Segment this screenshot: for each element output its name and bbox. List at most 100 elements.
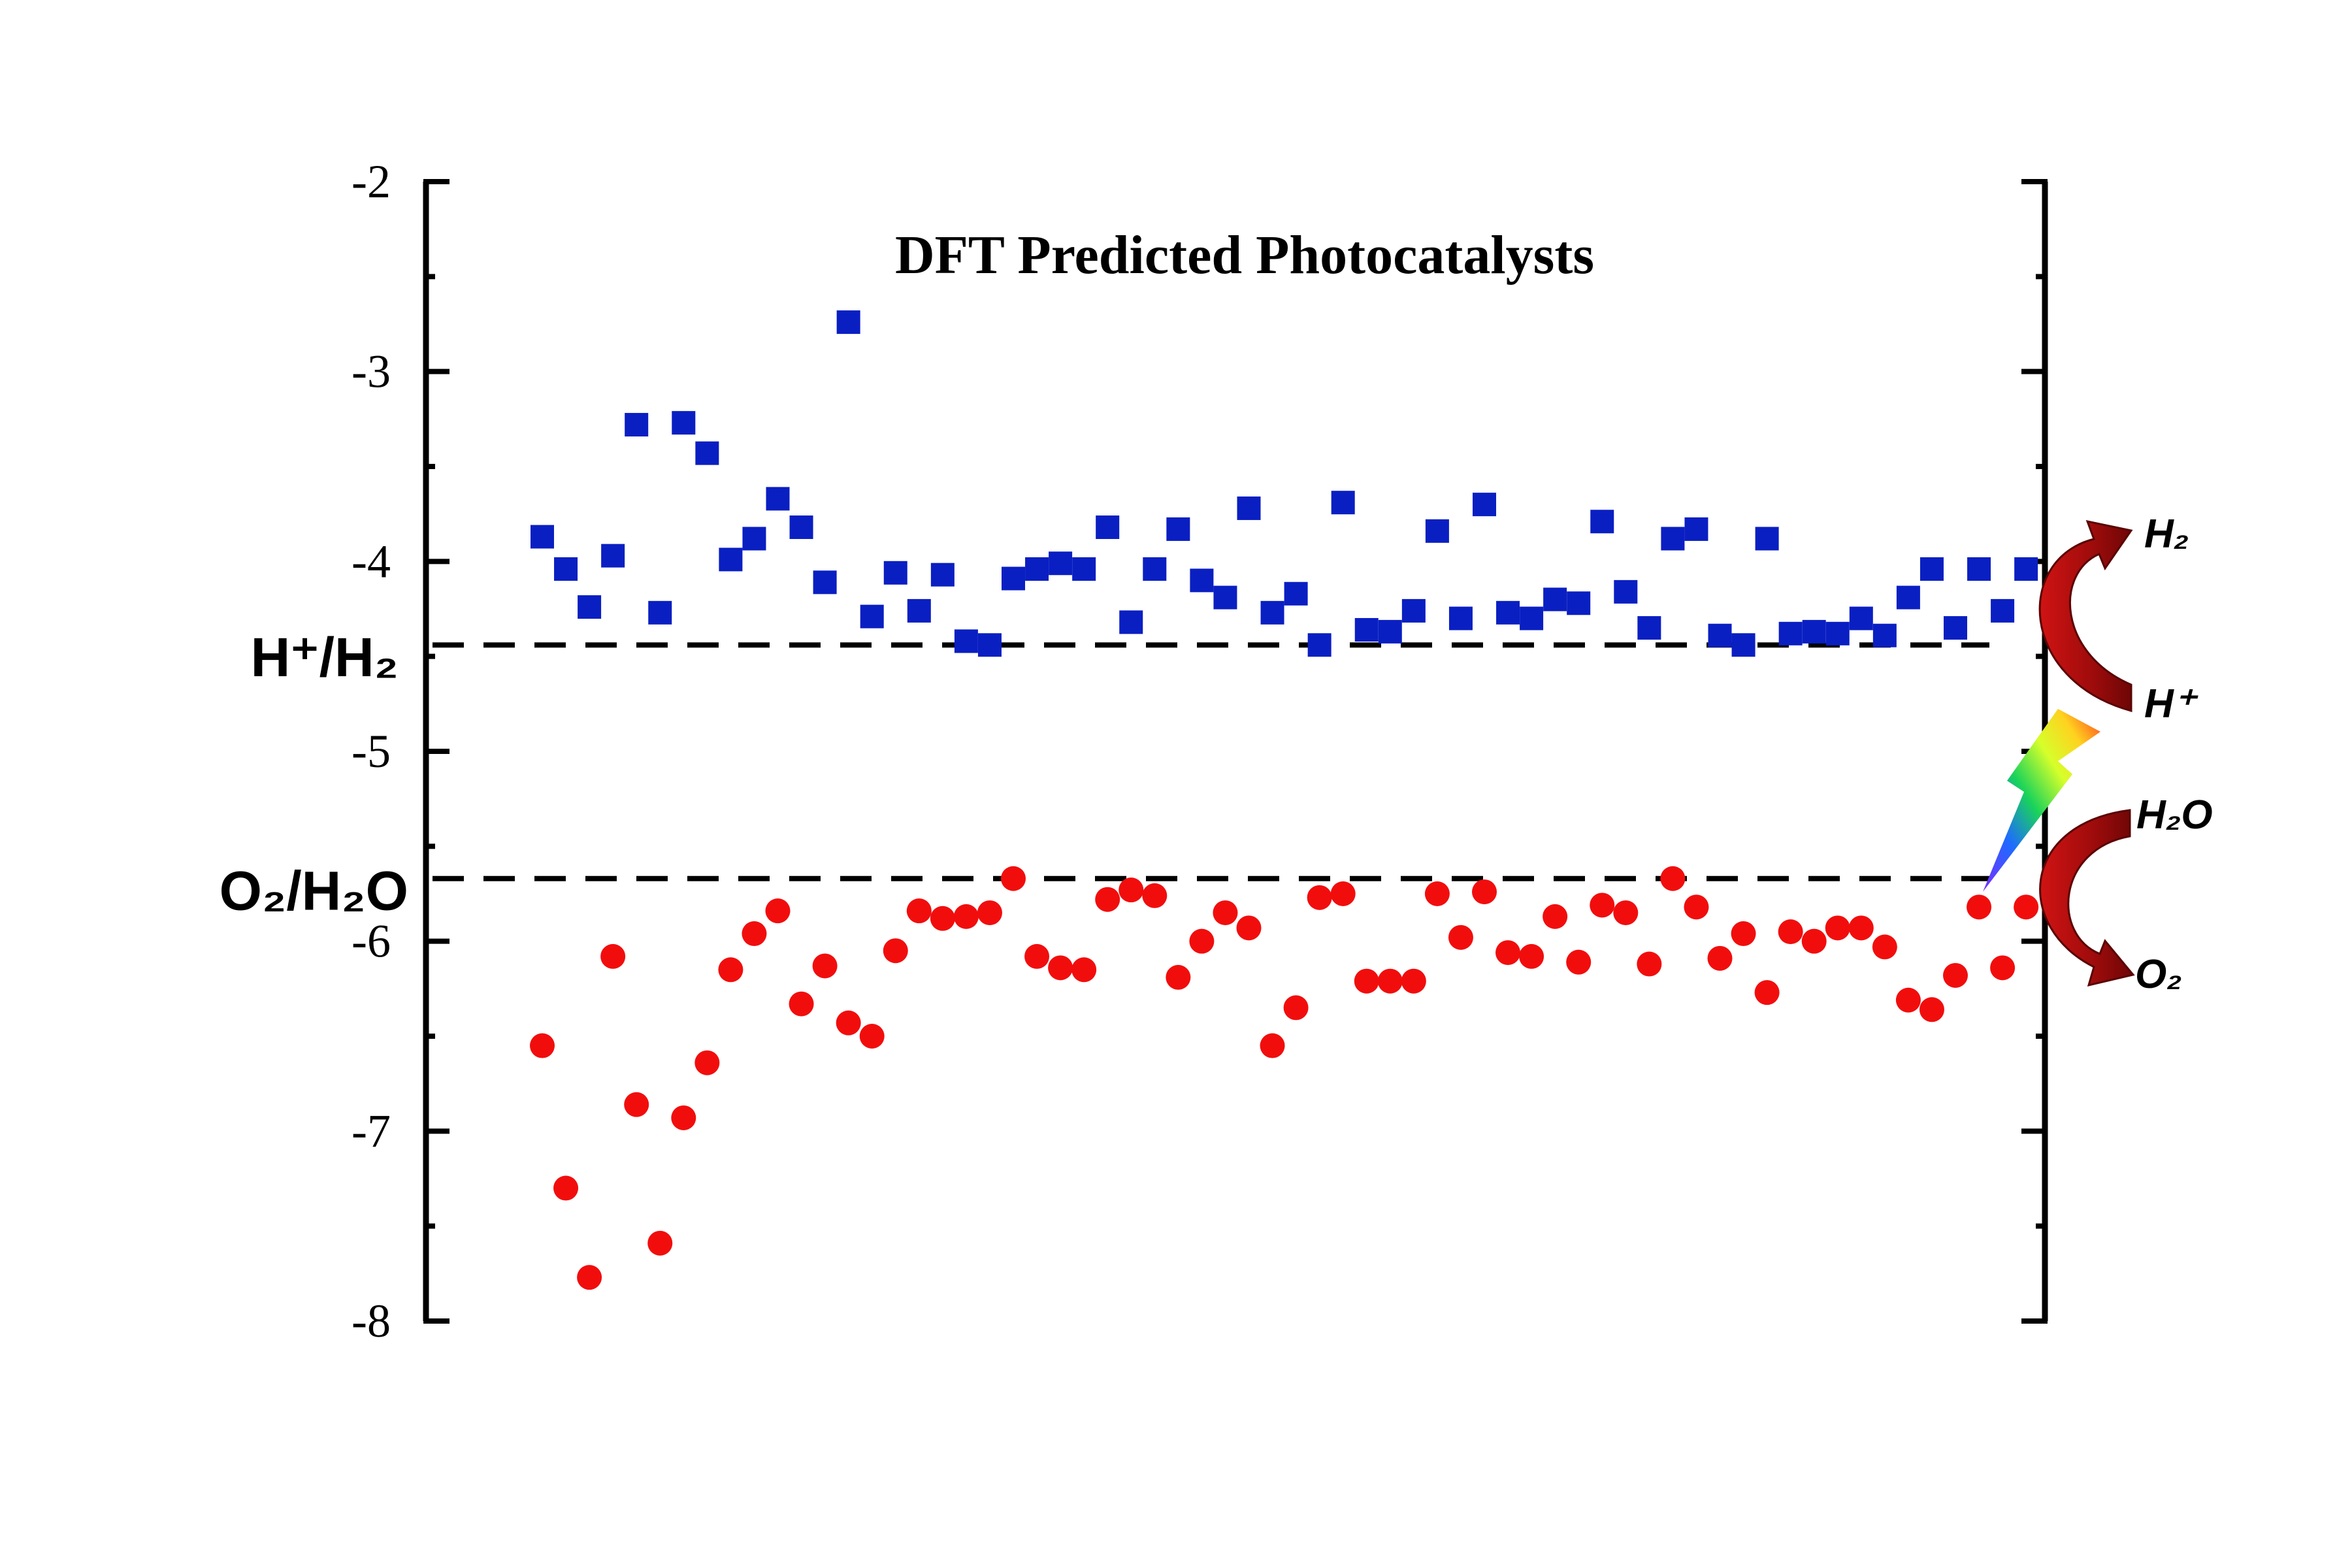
data-point-square xyxy=(954,629,978,653)
o2-evolution-arrow xyxy=(2039,809,2135,987)
data-point-square xyxy=(531,525,554,549)
data-point-circle xyxy=(953,904,979,929)
data-point-square xyxy=(1661,527,1685,551)
data-point-circle xyxy=(977,900,1002,926)
data-point-circle xyxy=(1377,968,1403,994)
data-point-circle xyxy=(1590,892,1615,918)
data-point-circle xyxy=(1990,955,2016,981)
data-point-circle xyxy=(1213,900,1238,926)
data-point-square xyxy=(719,547,743,572)
data-point-circle xyxy=(1307,885,1332,910)
data-point-square xyxy=(1284,581,1308,606)
data-point-circle xyxy=(1260,1033,1285,1058)
h-plus-h2-label: H⁺/H₂ xyxy=(251,627,399,688)
data-point-circle xyxy=(1448,924,1473,950)
data-point-circle xyxy=(1401,968,1426,994)
data-point-square xyxy=(1802,619,1826,644)
data-point-square xyxy=(1049,551,1073,576)
y-tick-label: -2 xyxy=(351,155,391,208)
data-point-square xyxy=(1849,606,1873,630)
data-point-circle xyxy=(1872,934,1897,960)
data-point-circle xyxy=(1707,945,1733,971)
o2-product-label: O₂ xyxy=(2135,952,2182,997)
data-point-square xyxy=(1825,621,1850,645)
left-axis-tick-labels: -2 -3 -4 -5 -6 -7 -8 xyxy=(351,155,391,1347)
data-point-circle xyxy=(577,1265,602,1290)
data-point-circle xyxy=(2014,894,2039,920)
data-point-circle xyxy=(1943,962,1968,988)
data-point-square xyxy=(1331,491,1355,515)
data-point-square xyxy=(1637,616,1661,640)
data-point-circle xyxy=(1637,951,1662,977)
data-point-square xyxy=(1872,623,1897,647)
data-point-circle xyxy=(600,943,626,969)
data-point-square xyxy=(1378,619,1402,644)
data-point-square xyxy=(1567,591,1591,615)
data-point-circle xyxy=(1825,915,1850,941)
data-point-square xyxy=(883,561,907,585)
y-tick-label: -3 xyxy=(351,346,391,398)
data-point-square xyxy=(1354,617,1379,642)
data-point-circle xyxy=(1684,894,1709,920)
data-point-square xyxy=(1755,527,1779,551)
data-point-circle xyxy=(1472,879,1497,905)
data-point-square xyxy=(1543,587,1567,612)
data-point-circle xyxy=(647,1230,673,1256)
data-point-circle xyxy=(765,898,791,924)
data-point-circle xyxy=(836,1010,861,1036)
data-point-circle xyxy=(1330,881,1356,906)
data-point-circle xyxy=(1189,928,1215,954)
data-point-square xyxy=(1590,510,1614,534)
h-plus-reactant-label: H⁺ xyxy=(2144,681,2198,727)
data-point-circle xyxy=(1001,866,1026,891)
data-point-circle xyxy=(1166,964,1191,990)
data-point-square xyxy=(1025,557,1049,581)
data-point-circle xyxy=(1048,955,1073,981)
data-point-square xyxy=(1002,566,1025,591)
data-point-square xyxy=(1944,616,1967,640)
data-point-square xyxy=(836,310,860,335)
data-point-circle xyxy=(1119,877,1144,903)
data-point-square xyxy=(672,411,696,435)
data-point-circle xyxy=(1236,915,1262,941)
data-point-circle xyxy=(859,1024,885,1049)
data-point-square xyxy=(1448,606,1473,630)
data-point-square xyxy=(766,487,790,511)
data-point-square xyxy=(554,557,578,581)
h2o-reactant-label: H₂O xyxy=(2136,792,2213,838)
data-point-circle xyxy=(1801,928,1827,954)
data-point-square xyxy=(930,563,955,587)
data-point-square xyxy=(1166,517,1190,541)
data-point-circle xyxy=(1142,883,1168,908)
data-point-square xyxy=(1260,600,1284,625)
reaction-illustration: H₂ H⁺ H₂O O₂ xyxy=(1983,512,2213,997)
y-tick-label: -6 xyxy=(351,915,391,968)
data-point-square xyxy=(860,604,884,629)
data-point-circle xyxy=(718,957,743,983)
data-point-circle xyxy=(1660,866,1686,891)
data-point-square xyxy=(907,598,931,623)
data-point-circle xyxy=(1919,997,1944,1022)
data-point-square xyxy=(1307,633,1331,657)
h2-evolution-arrow xyxy=(2038,519,2133,712)
data-point-circle xyxy=(1778,919,1803,945)
data-point-circle xyxy=(1424,881,1450,906)
data-point-square xyxy=(1919,557,1944,581)
data-point-circle xyxy=(1024,943,1050,969)
left-axis: -2 -3 -4 -5 -6 -7 -8 xyxy=(351,155,449,1347)
data-point-square xyxy=(1096,515,1120,540)
data-point-circle xyxy=(1071,957,1097,983)
o2-h2o-label: O₂/H₂O xyxy=(220,860,408,922)
data-point-square xyxy=(695,441,719,465)
data-point-circle xyxy=(530,1033,555,1058)
data-point-square xyxy=(1684,517,1708,541)
series-circles xyxy=(530,866,2039,1290)
y-tick-label: -5 xyxy=(351,725,391,777)
data-point-circle xyxy=(694,1050,720,1075)
left-axis-ticks xyxy=(423,179,449,1324)
data-point-square xyxy=(1967,557,1991,581)
data-point-square xyxy=(1708,623,1732,647)
data-point-square xyxy=(1473,493,1496,517)
data-point-square xyxy=(1614,580,1638,604)
